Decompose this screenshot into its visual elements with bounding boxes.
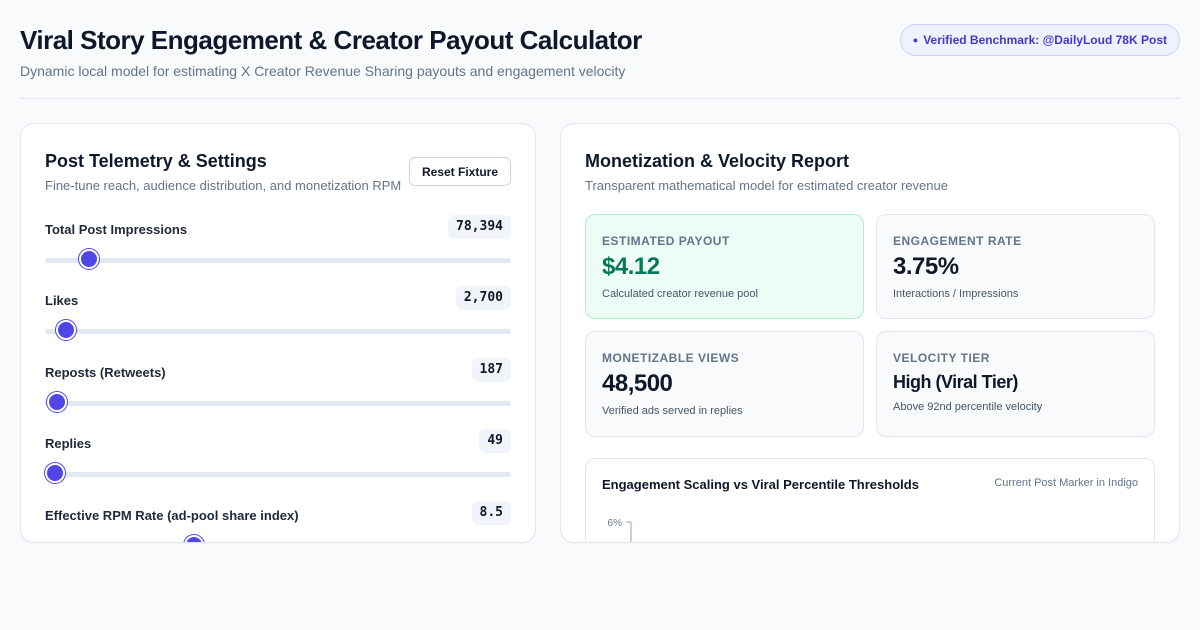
engagement-note: Interactions / Impressions [893,288,1019,300]
replies-slider-thumb[interactable] [45,463,65,483]
badge-label: Verified Benchmark: @DailyLoud 78K Post [923,33,1167,47]
reposts-control: Reposts (Retweets) 187 [45,358,511,421]
rpm-label: Effective RPM Rate (ad-pool share index) [45,508,299,523]
likes-value: 2,700 [455,286,511,310]
reposts-value: 187 [471,358,511,382]
velocity-note: Above 92nd percentile velocity [893,401,1043,413]
likes-label: Likes [45,293,79,308]
settings-title: Post Telemetry & Settings [45,151,267,171]
reposts-label: Reposts (Retweets) [45,365,166,380]
replies-control: Replies 49 [45,429,511,492]
engagement-stat-card: Engagement Rate 3.75% Interactions / Imp… [876,214,1155,319]
views-stat-card: Monetizable Views 48,500 Verified ads se… [585,331,864,437]
engagement-value: 3.75% [893,253,959,280]
report-panel: Monetization & Velocity Report Transpare… [560,123,1180,543]
settings-subtitle: Fine-tune reach, audience distribution, … [45,178,402,193]
verified-benchmark-badge: ● Verified Benchmark: @DailyLoud 78K Pos… [899,24,1180,56]
reposts-slider-track[interactable] [45,401,511,406]
reset-fixture-button[interactable]: Reset Fixture [409,157,511,186]
report-subtitle: Transparent mathematical model for estim… [585,178,948,193]
impressions-value: 78,394 [448,215,511,239]
rpm-slider-thumb[interactable] [184,535,204,542]
velocity-value: High (Viral Tier) [893,372,1018,392]
impressions-label: Total Post Impressions [45,222,188,237]
y-tick-label: 6% [608,518,623,529]
replies-value: 49 [479,429,511,453]
chart-legend-note: Current Post Marker in Indigo [994,477,1138,489]
page-subtitle: Dynamic local model for estimating X Cre… [20,63,626,79]
engagement-chart: Engagement Scaling vs Viral Percentile T… [585,458,1155,542]
payout-value: $4.12 [602,253,660,280]
velocity-stat-card: Velocity Tier High (Viral Tier) Above 92… [876,331,1155,437]
settings-panel: Post Telemetry & Settings Fine-tune reac… [20,123,536,543]
replies-slider-track[interactable] [45,472,511,477]
likes-control: Likes 2,700 [45,286,511,349]
impressions-slider-thumb[interactable] [79,249,99,269]
payout-label: Estimated Payout [602,234,730,248]
page-title: Viral Story Engagement & Creator Payout … [20,25,642,55]
chart-canvas: 6% [608,518,632,542]
page-header: Viral Story Engagement & Creator Payout … [20,0,1180,99]
rpm-control: Effective RPM Rate (ad-pool share index)… [45,501,511,542]
payout-stat-card: Estimated Payout $4.12 Calculated creato… [585,214,864,319]
engagement-label: Engagement Rate [893,234,1022,248]
reposts-slider-thumb[interactable] [47,392,67,412]
likes-slider-thumb[interactable] [56,320,76,340]
report-title: Monetization & Velocity Report [585,151,850,171]
replies-label: Replies [45,436,92,451]
views-label: Monetizable Views [602,351,740,365]
status-dot-icon: ● [912,35,919,45]
impressions-control: Total Post Impressions 78,394 [45,215,511,278]
chart-title: Engagement Scaling vs Viral Percentile T… [602,477,919,492]
payout-note: Calculated creator revenue pool [602,288,758,300]
velocity-label: Velocity Tier [893,351,990,365]
rpm-value: 8.5 [471,501,511,525]
views-value: 48,500 [602,370,673,397]
views-note: Verified ads served in replies [602,405,743,417]
impressions-slider-track[interactable] [45,258,511,263]
likes-slider-track[interactable] [45,329,511,334]
